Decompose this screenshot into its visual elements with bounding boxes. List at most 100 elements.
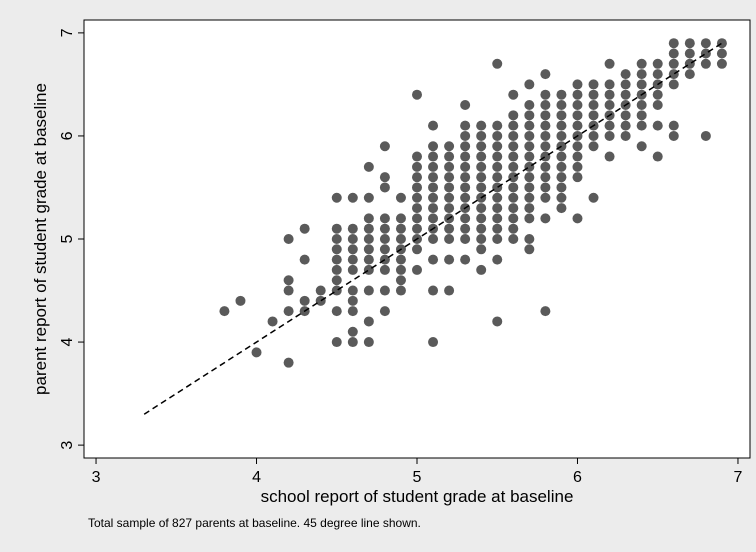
point (395, 213, 406, 224)
point (492, 223, 503, 234)
point (588, 130, 599, 141)
point (684, 69, 695, 80)
point (460, 100, 471, 111)
point (363, 316, 374, 327)
point (508, 234, 519, 244)
point (444, 223, 455, 234)
point (668, 130, 679, 141)
point (331, 244, 342, 255)
note: Total sample of 827 parents at baseline.… (88, 516, 421, 530)
point (540, 306, 551, 317)
point (363, 244, 374, 255)
point (444, 254, 455, 265)
point (492, 141, 503, 152)
point (267, 316, 278, 327)
point (363, 264, 374, 275)
point (299, 223, 310, 234)
point (476, 172, 487, 183)
point (556, 110, 567, 121)
point (460, 213, 471, 224)
point (524, 172, 535, 183)
point (572, 110, 583, 121)
point (492, 316, 503, 327)
point (412, 192, 422, 203)
point (476, 151, 487, 162)
point (347, 295, 358, 306)
y-axis-label: parent report of student grade at baseli… (31, 83, 50, 395)
x-tick-label: 6 (573, 469, 582, 486)
point (395, 234, 406, 244)
point (524, 203, 535, 214)
point (540, 213, 551, 224)
point (283, 285, 294, 296)
point (492, 130, 503, 141)
point (492, 161, 503, 172)
point (524, 130, 535, 141)
point (476, 244, 487, 255)
point (668, 69, 679, 80)
point (588, 141, 599, 152)
point (379, 141, 390, 152)
point (620, 79, 631, 90)
point (524, 192, 535, 203)
point (379, 213, 390, 224)
point (572, 141, 583, 152)
point (572, 213, 583, 224)
point (620, 89, 631, 100)
point (395, 285, 406, 296)
point (347, 337, 358, 348)
point (460, 161, 471, 172)
point (412, 203, 422, 214)
point (476, 213, 487, 224)
point (556, 130, 567, 141)
point (556, 161, 567, 172)
point (283, 357, 294, 368)
point (460, 141, 471, 152)
point (331, 254, 342, 265)
point (684, 58, 695, 69)
point (412, 223, 422, 234)
point (395, 275, 406, 286)
point (379, 223, 390, 234)
y-tick-label: 6 (59, 131, 76, 140)
point (331, 192, 342, 203)
point (636, 58, 647, 69)
point (572, 120, 583, 131)
point (668, 120, 679, 131)
point (540, 100, 551, 111)
point (460, 120, 471, 131)
point (492, 234, 503, 244)
point (428, 254, 439, 265)
point (636, 110, 647, 121)
point (572, 161, 583, 172)
point (428, 285, 439, 296)
point (363, 254, 374, 265)
point (604, 100, 615, 111)
point (652, 58, 663, 69)
point (444, 172, 455, 183)
point (636, 100, 647, 111)
point (395, 254, 406, 265)
point (299, 295, 310, 306)
point (363, 213, 374, 224)
point (412, 172, 422, 183)
point (524, 161, 535, 172)
point (331, 223, 342, 234)
point (347, 244, 358, 255)
point (460, 234, 471, 244)
point (379, 234, 390, 244)
point (395, 192, 406, 203)
point (668, 38, 679, 49)
point (283, 234, 294, 244)
point (428, 172, 439, 183)
point (492, 172, 503, 183)
point (508, 151, 519, 162)
point (588, 100, 599, 111)
point (428, 213, 439, 224)
point (460, 182, 471, 193)
point (620, 130, 631, 141)
point (524, 79, 535, 90)
point (620, 120, 631, 131)
point (315, 295, 326, 306)
point (508, 182, 519, 193)
